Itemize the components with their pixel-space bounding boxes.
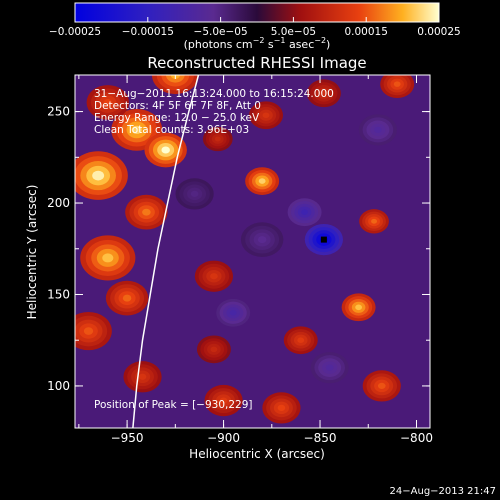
source-blob <box>358 114 398 146</box>
source-blob <box>202 126 233 152</box>
x-axis-label: Heliocentric X (arcsec) <box>189 447 325 461</box>
source-contour <box>131 125 142 135</box>
source-blob <box>80 235 136 281</box>
source-contour <box>103 98 113 106</box>
source-contour <box>371 218 378 224</box>
colorbar-label: (photons cm−2 s−1 asec−2) <box>184 36 331 51</box>
source-contour <box>92 170 105 181</box>
source-contour <box>301 209 308 215</box>
emission-sources <box>75 75 415 424</box>
plot-frame <box>74 74 431 429</box>
peak-position-label: Position of Peak = [−930,229] <box>94 399 253 411</box>
source-blob <box>194 260 234 292</box>
source-blob <box>359 209 389 234</box>
colorbar: −0.00025 −0.00015 −5.0e−05 5.0e−05 0.00015 0.… <box>49 2 461 51</box>
annotation-block: 31−Aug−2011 16:13:24.000 to 16:15:24.000… <box>94 88 334 136</box>
source-contour <box>161 146 170 154</box>
source-contour <box>138 373 147 380</box>
source-blob <box>75 151 128 200</box>
source-contour <box>210 346 218 353</box>
source-contour <box>377 382 386 390</box>
chart-title: Reconstructed RHESSI Image <box>147 54 366 72</box>
source-contour <box>229 309 237 316</box>
source-contour <box>393 81 401 87</box>
colorbar-tick-label: 5.0e−05 <box>271 26 316 38</box>
source-contour <box>258 178 266 184</box>
source-contour <box>257 236 267 244</box>
y-tick-label: 150 <box>47 287 70 301</box>
source-blob <box>262 392 301 424</box>
y-tick-label: 250 <box>47 105 70 119</box>
solar-limb-line <box>132 75 200 428</box>
colorbar-tick-label: −0.00025 <box>49 26 101 38</box>
source-blob <box>245 167 280 195</box>
colorbar-gradient <box>74 2 440 23</box>
source-blob <box>283 326 318 355</box>
peak-marker <box>320 236 327 243</box>
source-contour <box>83 327 94 335</box>
y-tick-label: 100 <box>47 379 70 393</box>
source-contour <box>297 337 305 343</box>
x-axis-ticks: −950 −900 −850 −800 <box>78 75 433 445</box>
source-blob <box>306 79 341 108</box>
annotation-line: Detectors: 4F 5F 6F 7F 8F, Att 0 <box>94 100 261 112</box>
colorbar-tick-label: −5.0e−05 <box>194 26 248 38</box>
source-contour <box>214 136 221 142</box>
source-contour <box>325 364 334 371</box>
source-blob <box>216 298 251 327</box>
source-blob <box>175 178 214 210</box>
source-blob <box>125 194 168 230</box>
x-tick-label: −800 <box>400 431 433 445</box>
source-contour <box>210 273 218 280</box>
y-axis-ticks: 100 150 200 250 <box>47 105 430 393</box>
source-contour <box>190 190 199 198</box>
source-blob <box>310 352 349 384</box>
annotation-line: 31−Aug−2011 16:13:24.000 to 16:15:24.000 <box>94 88 334 100</box>
colorbar-tick-label: −0.00015 <box>122 26 174 38</box>
annotation-line: Energy Range: 12.0 − 25.0 keV <box>94 112 260 124</box>
colorbar-tick-label: 0.00025 <box>417 26 460 38</box>
source-blob <box>362 370 401 402</box>
source-contour <box>374 126 382 133</box>
source-blob <box>105 280 149 316</box>
x-tick-label: −900 <box>207 431 240 445</box>
colorbar-tick-label: 0.00015 <box>344 26 387 38</box>
source-blob <box>287 198 322 227</box>
x-tick-label: −950 <box>111 431 144 445</box>
source-blob <box>380 75 415 99</box>
image-area <box>75 75 430 428</box>
y-tick-label: 200 <box>47 196 70 210</box>
source-blob <box>341 293 376 322</box>
source-blob <box>249 101 283 130</box>
x-tick-label: −850 <box>304 431 337 445</box>
source-contour <box>122 294 132 302</box>
source-blob <box>144 132 187 168</box>
source-blob <box>123 361 162 393</box>
source-blob <box>75 311 112 351</box>
source-contour <box>355 304 363 311</box>
source-contour <box>102 253 114 263</box>
source-blob <box>240 222 284 257</box>
source-blob <box>151 75 199 95</box>
source-blob <box>86 85 130 120</box>
footer-timestamp: 24−Aug−2013 21:47 <box>390 486 496 497</box>
y-axis-label: Heliocentric Y (arcsec) <box>25 185 39 320</box>
source-blob <box>204 384 243 417</box>
source-contour <box>262 112 270 119</box>
source-contour <box>277 404 286 412</box>
source-contour <box>142 208 151 216</box>
colorbar-ticks: −0.00025 −0.00015 −5.0e−05 5.0e−05 0.00015 0.… <box>49 17 461 38</box>
annotation-line: Clean Total counts: 3.96E+03 <box>94 124 249 136</box>
source-contour <box>219 397 228 404</box>
source-contour <box>320 90 328 97</box>
source-blob <box>196 335 231 364</box>
